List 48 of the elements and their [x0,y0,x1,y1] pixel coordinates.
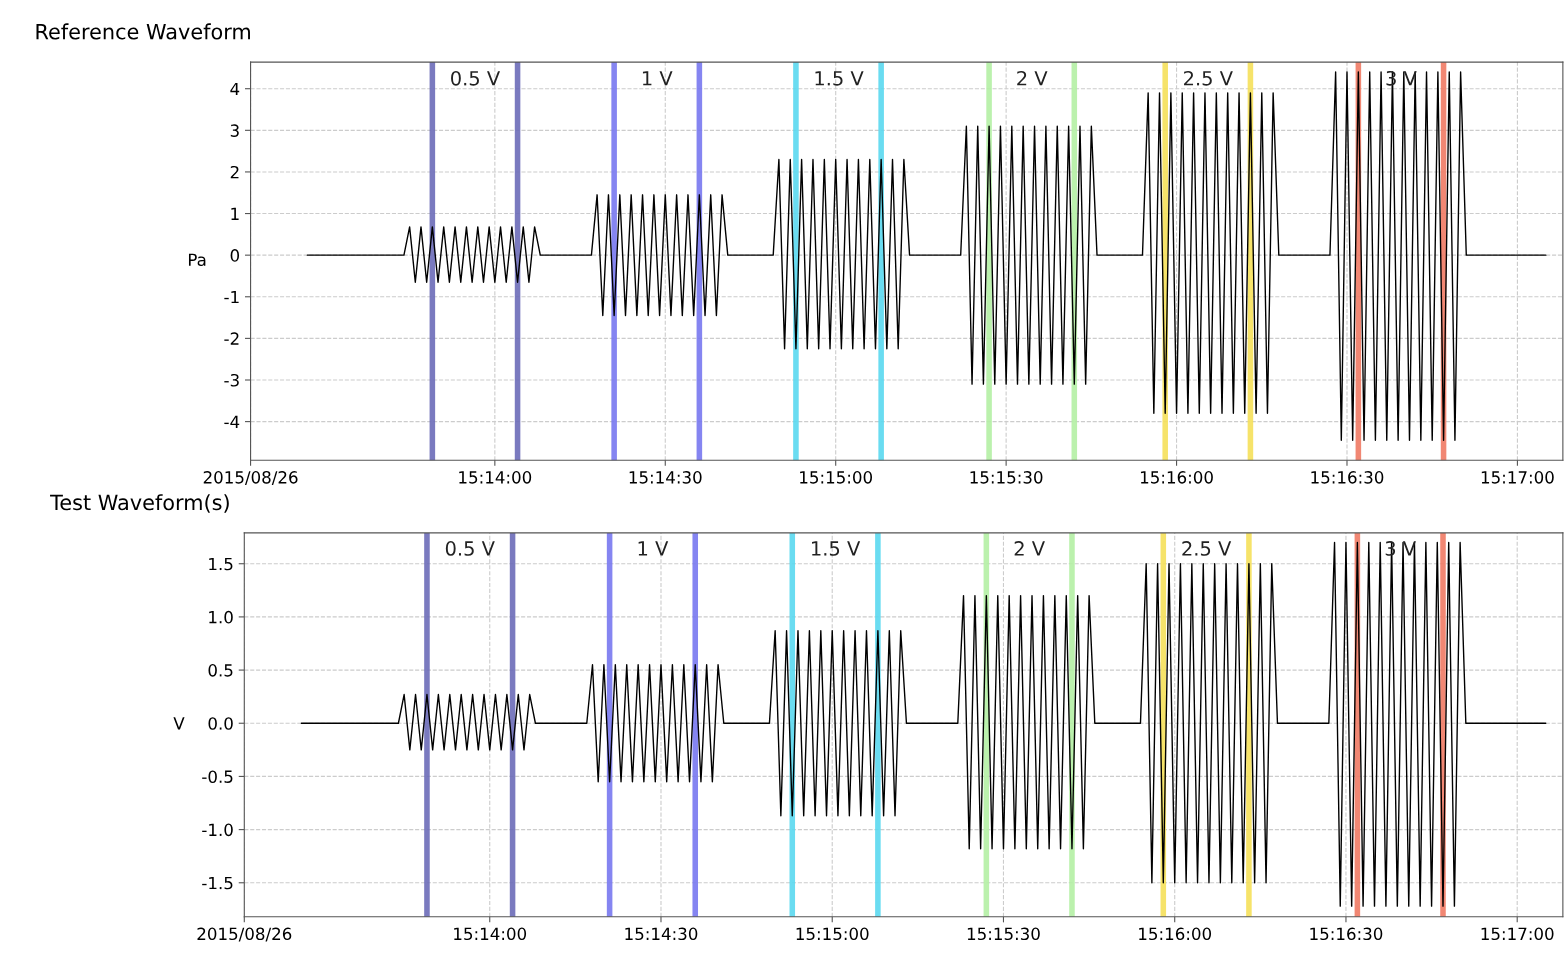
x-tick-label: 15:14:00 [454,927,527,941]
x-tick-label: 15:14:30 [629,471,702,484]
x-tick-label: 15:15:30 [970,471,1043,484]
x-tick-label: 15:15:30 [967,927,1040,941]
y-axis-title: Pa [188,253,206,267]
y-tick-label: -1 [224,290,239,304]
annotation: 1 V [638,541,669,556]
x-tick-label: 15:16:00 [1140,471,1213,484]
y-tick-label: 2 [230,165,239,179]
x-tick-label: 15:17:00 [1481,471,1554,484]
line-series [300,541,1547,907]
x-tick-label: 15:15:00 [800,471,873,484]
y-tick-label: -1.5 [202,876,233,890]
annotation: 0.5 V [445,541,495,556]
chart-title: Reference Waveform [36,23,250,40]
annotation: 2 V [1017,70,1048,86]
line-series [306,71,1547,442]
y-tick-label: -0.5 [202,770,233,783]
x-tick-label: 15:16:30 [1311,471,1384,484]
y-tick-label: 0.0 [208,717,233,730]
y-tick-label: -4 [224,415,240,428]
chart-title: Test Waveform(s) [50,494,229,513]
x-tick-label: 15:14:00 [459,471,532,484]
y-axis-title: V [173,717,185,730]
x-tick-label: 15:17:00 [1481,927,1554,941]
y-tick-label: 0 [230,249,240,262]
annotation: 1 V [642,71,673,86]
annotation: 0.5 V [451,70,500,86]
y-tick-label: -3 [224,373,239,387]
annotation: 2.5 V [1182,541,1232,556]
y-tick-label: 1.5 [209,557,233,571]
x-tick-label: 15:15:00 [796,927,869,941]
annotation: 2.5 V [1184,70,1233,86]
y-tick-label: 1 [231,207,239,220]
annotation: 1.5 V [815,71,864,86]
y-tick-label: 1.0 [209,610,233,624]
y-tick-label: 0.5 [208,664,233,677]
x-tick-label: 15:16:00 [1139,927,1212,941]
y-tick-label: -1.0 [202,823,233,837]
annotation: 2 V [1014,541,1045,556]
x-tick-label: 2015/08/26 [203,471,298,485]
x-tick-label: 15:14:30 [625,927,698,941]
x-tick-label: 15:16:30 [1310,927,1383,941]
y-tick-label: 4 [230,82,240,96]
annotation: 1.5 V [812,541,861,556]
y-tick-label: 3 [230,124,239,137]
x-tick-label: 2015/08/26 [197,927,292,942]
y-tick-label: -2 [224,332,239,345]
